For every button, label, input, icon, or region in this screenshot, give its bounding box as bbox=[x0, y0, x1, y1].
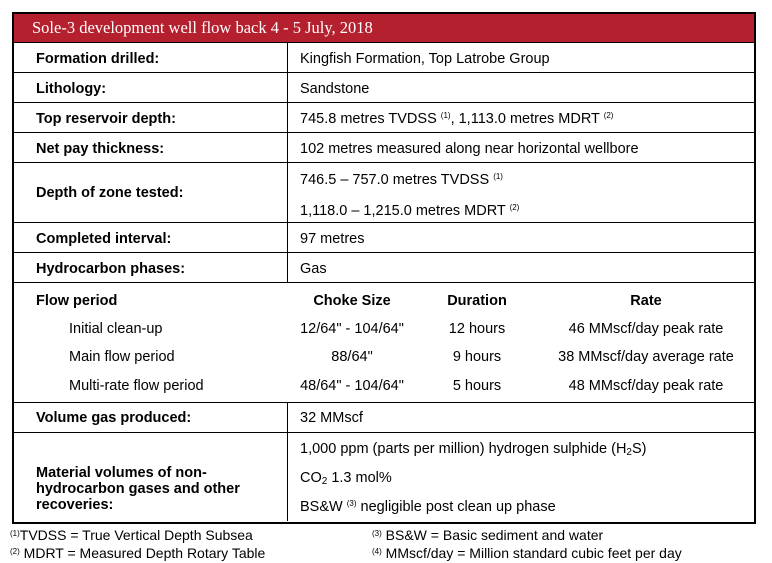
flow-rate: 38 MMscf/day average rate bbox=[558, 349, 734, 365]
footnote-mdrt: (2) MDRT = Measured Depth Rotary Table bbox=[10, 545, 266, 561]
lithology-label: Lithology: bbox=[36, 81, 107, 97]
flow-period-name: Main flow period bbox=[69, 349, 175, 365]
net-pay-value: 102 metres measured along near horizonta… bbox=[300, 141, 639, 157]
flow-period-section: Flow period Choke Size Duration Rate Ini… bbox=[14, 282, 754, 402]
top-reservoir-value: 745.8 metres TVDSS (1), 1,113.0 metres M… bbox=[300, 111, 614, 127]
column-divider bbox=[287, 43, 288, 72]
row-material-volumes: Material volumes of non- hydrocarbon gas… bbox=[14, 432, 754, 522]
column-divider bbox=[287, 253, 288, 282]
rate-header: Rate bbox=[630, 293, 662, 309]
flow-choke-size: 88/64" bbox=[331, 349, 373, 365]
flow-period-name: Multi-rate flow period bbox=[69, 378, 204, 394]
co2-value: CO2 1.3 mol% bbox=[300, 470, 392, 487]
net-pay-label: Net pay thickness: bbox=[36, 141, 165, 157]
row-lithology: Lithology: Sandstone bbox=[14, 72, 754, 102]
flow-choke-size: 12/64" - 104/64" bbox=[300, 321, 404, 337]
flow-rate: 48 MMscf/day peak rate bbox=[568, 378, 724, 394]
zone-tested-mdrt: 1,118.0 – 1,215.0 metres MDRT (2) bbox=[300, 203, 520, 219]
flow-duration: 12 hours bbox=[448, 321, 506, 337]
table-title: Sole-3 development well flow back 4 - 5 … bbox=[14, 14, 754, 42]
footnote-mmscf: (4) MMscf/day = Million standard cubic f… bbox=[372, 545, 682, 561]
lithology-value: Sandstone bbox=[300, 81, 370, 97]
hydrocarbon-value: Gas bbox=[300, 261, 327, 277]
column-divider bbox=[287, 133, 288, 162]
formation-label: Formation drilled: bbox=[36, 51, 160, 67]
zone-tested-tvdss: 746.5 – 757.0 metres TVDSS (1) bbox=[300, 172, 503, 188]
material-label: Material volumes of non- hydrocarbon gas… bbox=[36, 465, 240, 513]
footnote-tvdss: (1)TVDSS = True Vertical Depth Subsea bbox=[10, 527, 253, 543]
zone-tested-label: Depth of zone tested: bbox=[36, 185, 184, 201]
bsw-value: BS&W (3) negligible post clean up phase bbox=[300, 499, 556, 515]
flow-period-header: Flow period bbox=[36, 293, 118, 309]
volume-gas-label: Volume gas produced: bbox=[36, 410, 192, 426]
column-divider bbox=[287, 223, 288, 252]
column-divider bbox=[287, 103, 288, 132]
row-hydrocarbon: Hydrocarbon phases: Gas bbox=[14, 252, 754, 282]
choke-size-header: Choke Size bbox=[313, 293, 391, 309]
flow-rate: 46 MMscf/day peak rate bbox=[568, 321, 724, 337]
top-reservoir-label: Top reservoir depth: bbox=[36, 111, 176, 127]
footnote-bsw: (3) BS&W = Basic sediment and water bbox=[372, 527, 604, 543]
column-divider bbox=[287, 403, 288, 432]
row-volume-gas: Volume gas produced: 32 MMscf bbox=[14, 402, 754, 432]
row-formation: Formation drilled: Kingfish Formation, T… bbox=[14, 42, 754, 72]
column-divider bbox=[287, 433, 288, 521]
flow-choke-size: 48/64" - 104/64" bbox=[300, 378, 404, 394]
column-divider bbox=[287, 163, 288, 222]
row-top-reservoir: Top reservoir depth: 745.8 metres TVDSS … bbox=[14, 102, 754, 132]
row-completed: Completed interval: 97 metres bbox=[14, 222, 754, 252]
column-divider bbox=[287, 73, 288, 102]
row-net-pay: Net pay thickness: 102 metres measured a… bbox=[14, 132, 754, 162]
duration-header: Duration bbox=[447, 293, 507, 309]
row-zone-tested: Depth of zone tested: 746.5 – 757.0 metr… bbox=[14, 162, 754, 222]
hydrocarbon-label: Hydrocarbon phases: bbox=[36, 261, 186, 277]
completed-value: 97 metres bbox=[300, 231, 365, 247]
flow-duration: 9 hours bbox=[452, 349, 502, 365]
volume-gas-value: 32 MMscf bbox=[300, 410, 363, 426]
hydrogen-sulphide-value: 1,000 ppm (parts per million) hydrogen s… bbox=[300, 441, 647, 458]
completed-label: Completed interval: bbox=[36, 231, 172, 247]
flow-duration: 5 hours bbox=[452, 378, 502, 394]
formation-value: Kingfish Formation, Top Latrobe Group bbox=[300, 51, 550, 67]
flow-period-name: Initial clean-up bbox=[69, 321, 163, 337]
well-flowback-table: Sole-3 development well flow back 4 - 5 … bbox=[12, 12, 756, 524]
